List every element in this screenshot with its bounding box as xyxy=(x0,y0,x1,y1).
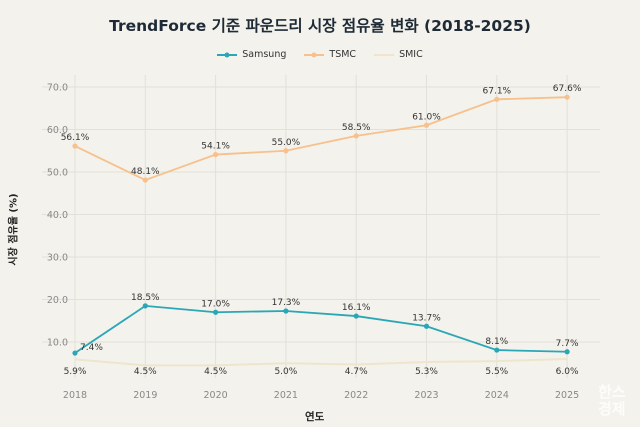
data-label-tsmc: 55.0% xyxy=(272,138,301,148)
watermark-logo: 한스 경제 xyxy=(598,383,626,418)
x-tick-label: 2019 xyxy=(133,390,157,401)
x-tick-label: 2020 xyxy=(204,390,228,401)
y-tick-label: 20.0 xyxy=(47,295,68,306)
data-point-samsung xyxy=(564,349,570,355)
data-label-tsmc: 54.1% xyxy=(201,142,230,152)
x-tick-label: 2021 xyxy=(274,390,298,401)
legend-item-tsmc[interactable]: TSMC xyxy=(304,49,356,60)
data-point-samsung xyxy=(72,350,78,356)
data-label-tsmc: 67.6% xyxy=(553,84,582,94)
data-label-smic: 6.0% xyxy=(556,367,579,377)
x-tick-label: 2022 xyxy=(344,390,368,401)
legend-label: Samsung xyxy=(242,49,287,60)
data-label-tsmc: 67.1% xyxy=(483,86,512,96)
data-point-samsung xyxy=(213,309,219,315)
data-point-samsung xyxy=(142,303,148,309)
y-tick-label: 70.0 xyxy=(47,83,68,94)
data-point-samsung xyxy=(283,308,289,314)
y-axis-label: 시장 점유율 (%) xyxy=(8,193,20,266)
y-tick-label: 50.0 xyxy=(47,168,68,179)
y-tick-label: 30.0 xyxy=(47,253,68,264)
data-label-tsmc: 61.0% xyxy=(412,112,441,122)
data-label-tsmc: 48.1% xyxy=(131,167,160,177)
y-tick-label: 40.0 xyxy=(47,210,68,221)
legend-item-samsung[interactable]: Samsung xyxy=(217,49,286,60)
legend-label: SMIC xyxy=(399,49,423,60)
data-label-samsung: 16.1% xyxy=(342,303,371,313)
data-point-samsung xyxy=(353,313,359,319)
data-label-smic: 5.0% xyxy=(274,367,297,377)
data-label-tsmc: 56.1% xyxy=(61,133,90,143)
data-point-samsung xyxy=(494,347,500,353)
data-label-samsung: 18.5% xyxy=(131,293,160,303)
data-label-samsung: 7.7% xyxy=(556,339,579,349)
data-label-samsung: 7.4% xyxy=(80,343,103,353)
data-label-samsung: 17.3% xyxy=(272,298,301,308)
data-point-tsmc xyxy=(283,148,289,154)
x-tick-label: 2023 xyxy=(414,390,438,401)
data-label-smic: 5.3% xyxy=(415,367,438,377)
y-tick-label: 60.0 xyxy=(47,125,68,136)
x-axis-label: 연도 xyxy=(305,411,325,423)
data-point-tsmc xyxy=(72,143,78,149)
data-label-smic: 4.5% xyxy=(204,367,227,377)
data-point-tsmc xyxy=(213,151,219,158)
data-point-tsmc xyxy=(142,177,148,183)
data-label-samsung: 13.7% xyxy=(412,313,441,323)
y-tick-label: 10.0 xyxy=(47,338,68,349)
data-label-smic: 4.7% xyxy=(345,367,368,377)
data-label-smic: 4.5% xyxy=(134,367,157,377)
data-label-tsmc: 58.5% xyxy=(342,123,371,133)
series-line-samsung xyxy=(74,304,568,354)
data-point-tsmc xyxy=(423,122,430,128)
chart-title: TrendForce 기준 파운드리 시장 점유율 변화 (2018-2025) xyxy=(109,17,531,35)
data-point-tsmc xyxy=(494,96,500,102)
data-point-tsmc xyxy=(353,133,359,139)
data-point-tsmc xyxy=(564,94,570,100)
x-tick-label: 2025 xyxy=(555,390,579,401)
series-line-smic xyxy=(74,358,568,367)
series-line-tsmc xyxy=(74,96,568,182)
data-point-samsung xyxy=(423,323,430,329)
data-label-samsung: 17.0% xyxy=(201,299,230,309)
data-label-smic: 5.5% xyxy=(485,367,508,377)
legend-item-smic[interactable]: SMIC xyxy=(374,49,423,60)
legend: Samsung TSMC SMIC xyxy=(0,49,640,60)
legend-label: TSMC xyxy=(329,49,357,60)
data-label-samsung: 8.1% xyxy=(485,337,508,347)
data-label-smic: 5.9% xyxy=(64,367,87,377)
x-tick-label: 2024 xyxy=(485,390,509,401)
x-tick-label: 2018 xyxy=(63,390,87,401)
